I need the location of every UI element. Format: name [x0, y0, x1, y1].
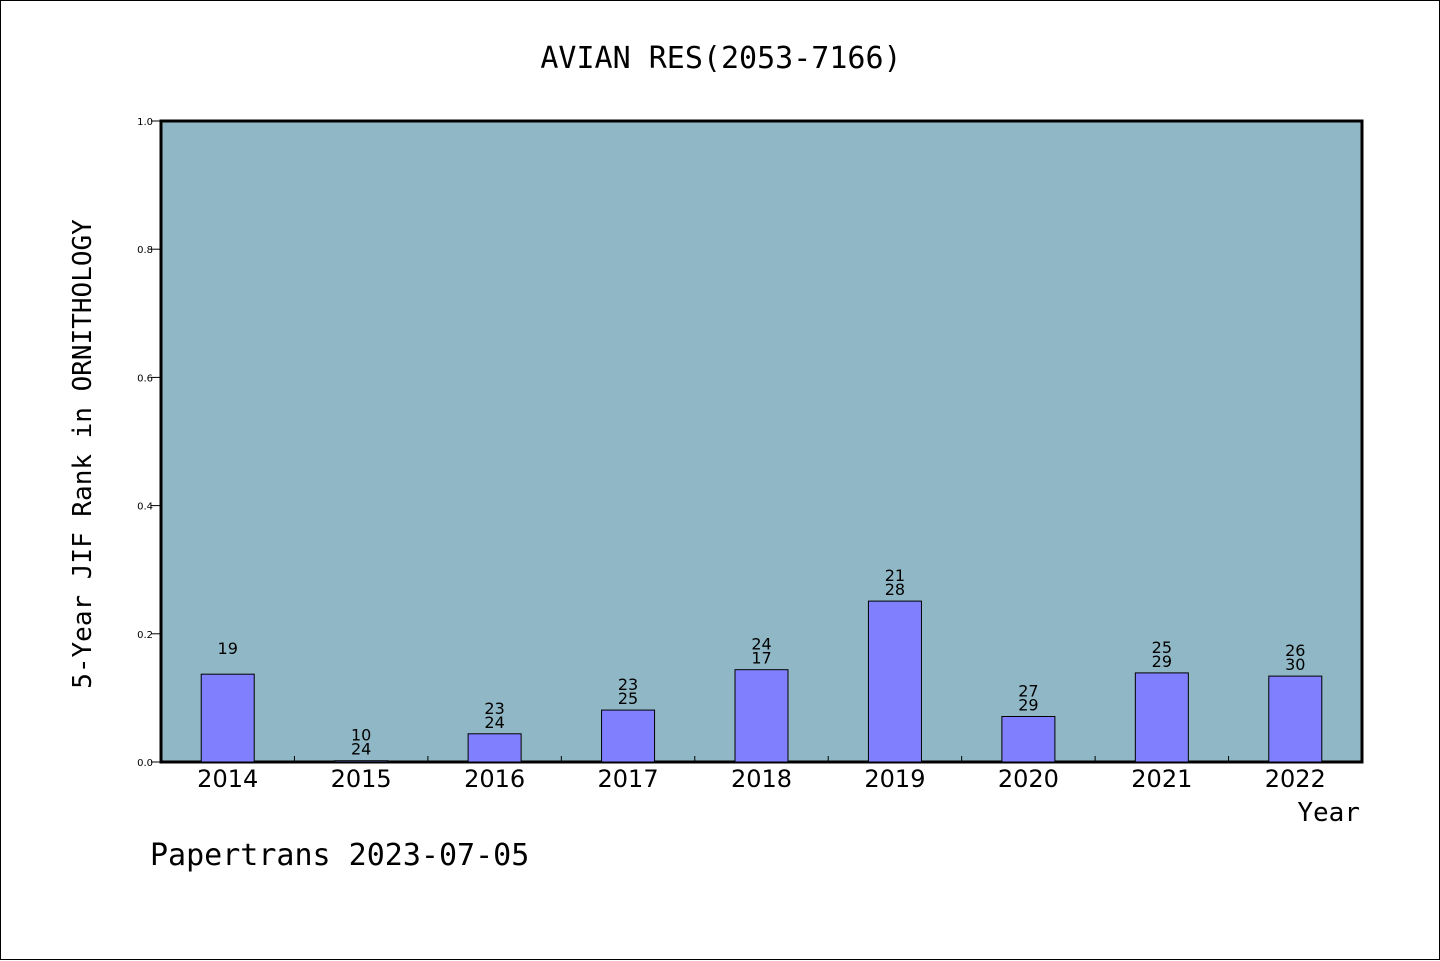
y-tick-label: 0.2	[137, 630, 153, 641]
data-label: 10	[351, 726, 371, 745]
data-label: 25	[1152, 638, 1172, 657]
data-label: 19	[218, 639, 238, 658]
x-tick-label: 2022	[1265, 765, 1326, 793]
data-label: 21	[885, 566, 905, 585]
y-tick-label: 0.8	[137, 245, 153, 256]
bar-series	[200, 600, 1323, 763]
bar-2015	[334, 760, 389, 763]
x-tick-label: 2015	[331, 765, 392, 793]
chart-title: AVIAN RES(2053-7166)	[540, 41, 901, 76]
x-tick-label: 2016	[464, 765, 525, 793]
plot-area	[159, 119, 1364, 764]
data-label: 23	[618, 675, 638, 694]
bar-2019	[867, 600, 922, 763]
data-label: 17	[751, 649, 771, 668]
data-label: 26	[1285, 641, 1305, 660]
x-tick-label: 2018	[731, 765, 792, 793]
data-label: 23	[484, 699, 504, 718]
x-tick-label: 2020	[998, 765, 1059, 793]
data-label: 29	[1152, 652, 1172, 671]
x-tick-label: 2021	[1131, 765, 1192, 793]
y-tick-label: 1.0	[137, 117, 153, 128]
data-label: 24	[351, 740, 371, 759]
y-axis-ticks: 0.0 0.2 0.4 0.6 0.8 1.0	[137, 117, 161, 769]
bar-2021	[1134, 672, 1189, 763]
data-label: 25	[618, 689, 638, 708]
y-tick-label: 0.4	[137, 502, 153, 513]
y-axis-label: 5-Year JIF Rank in ORNITHOLOGY	[68, 219, 98, 689]
data-label: 29	[1018, 695, 1038, 714]
footer-watermark: Papertrans 2023-07-05	[150, 838, 529, 873]
bar-2014	[200, 673, 255, 763]
x-tick-label: 2017	[598, 765, 659, 793]
x-tick-label: 2019	[864, 765, 925, 793]
x-tick-label: 2014	[197, 765, 258, 793]
data-label: 30	[1285, 655, 1305, 674]
data-label: 24	[751, 635, 771, 654]
bar-2020	[1001, 715, 1056, 763]
x-axis-label: Year	[1297, 798, 1360, 828]
bar-2016	[467, 733, 522, 763]
data-label: 27	[1018, 681, 1038, 700]
bar-2022	[1268, 675, 1323, 763]
y-tick-label: 0.0	[137, 758, 153, 769]
data-label: 24	[484, 713, 504, 732]
bar-2017	[601, 709, 656, 763]
y-tick-label: 0.6	[137, 373, 153, 384]
x-axis-ticks: 2014 2015 2016 2017 2018 2019 2020 2021 2022	[197, 756, 1326, 793]
bar-2018	[734, 669, 789, 763]
data-label: 28	[885, 580, 905, 599]
